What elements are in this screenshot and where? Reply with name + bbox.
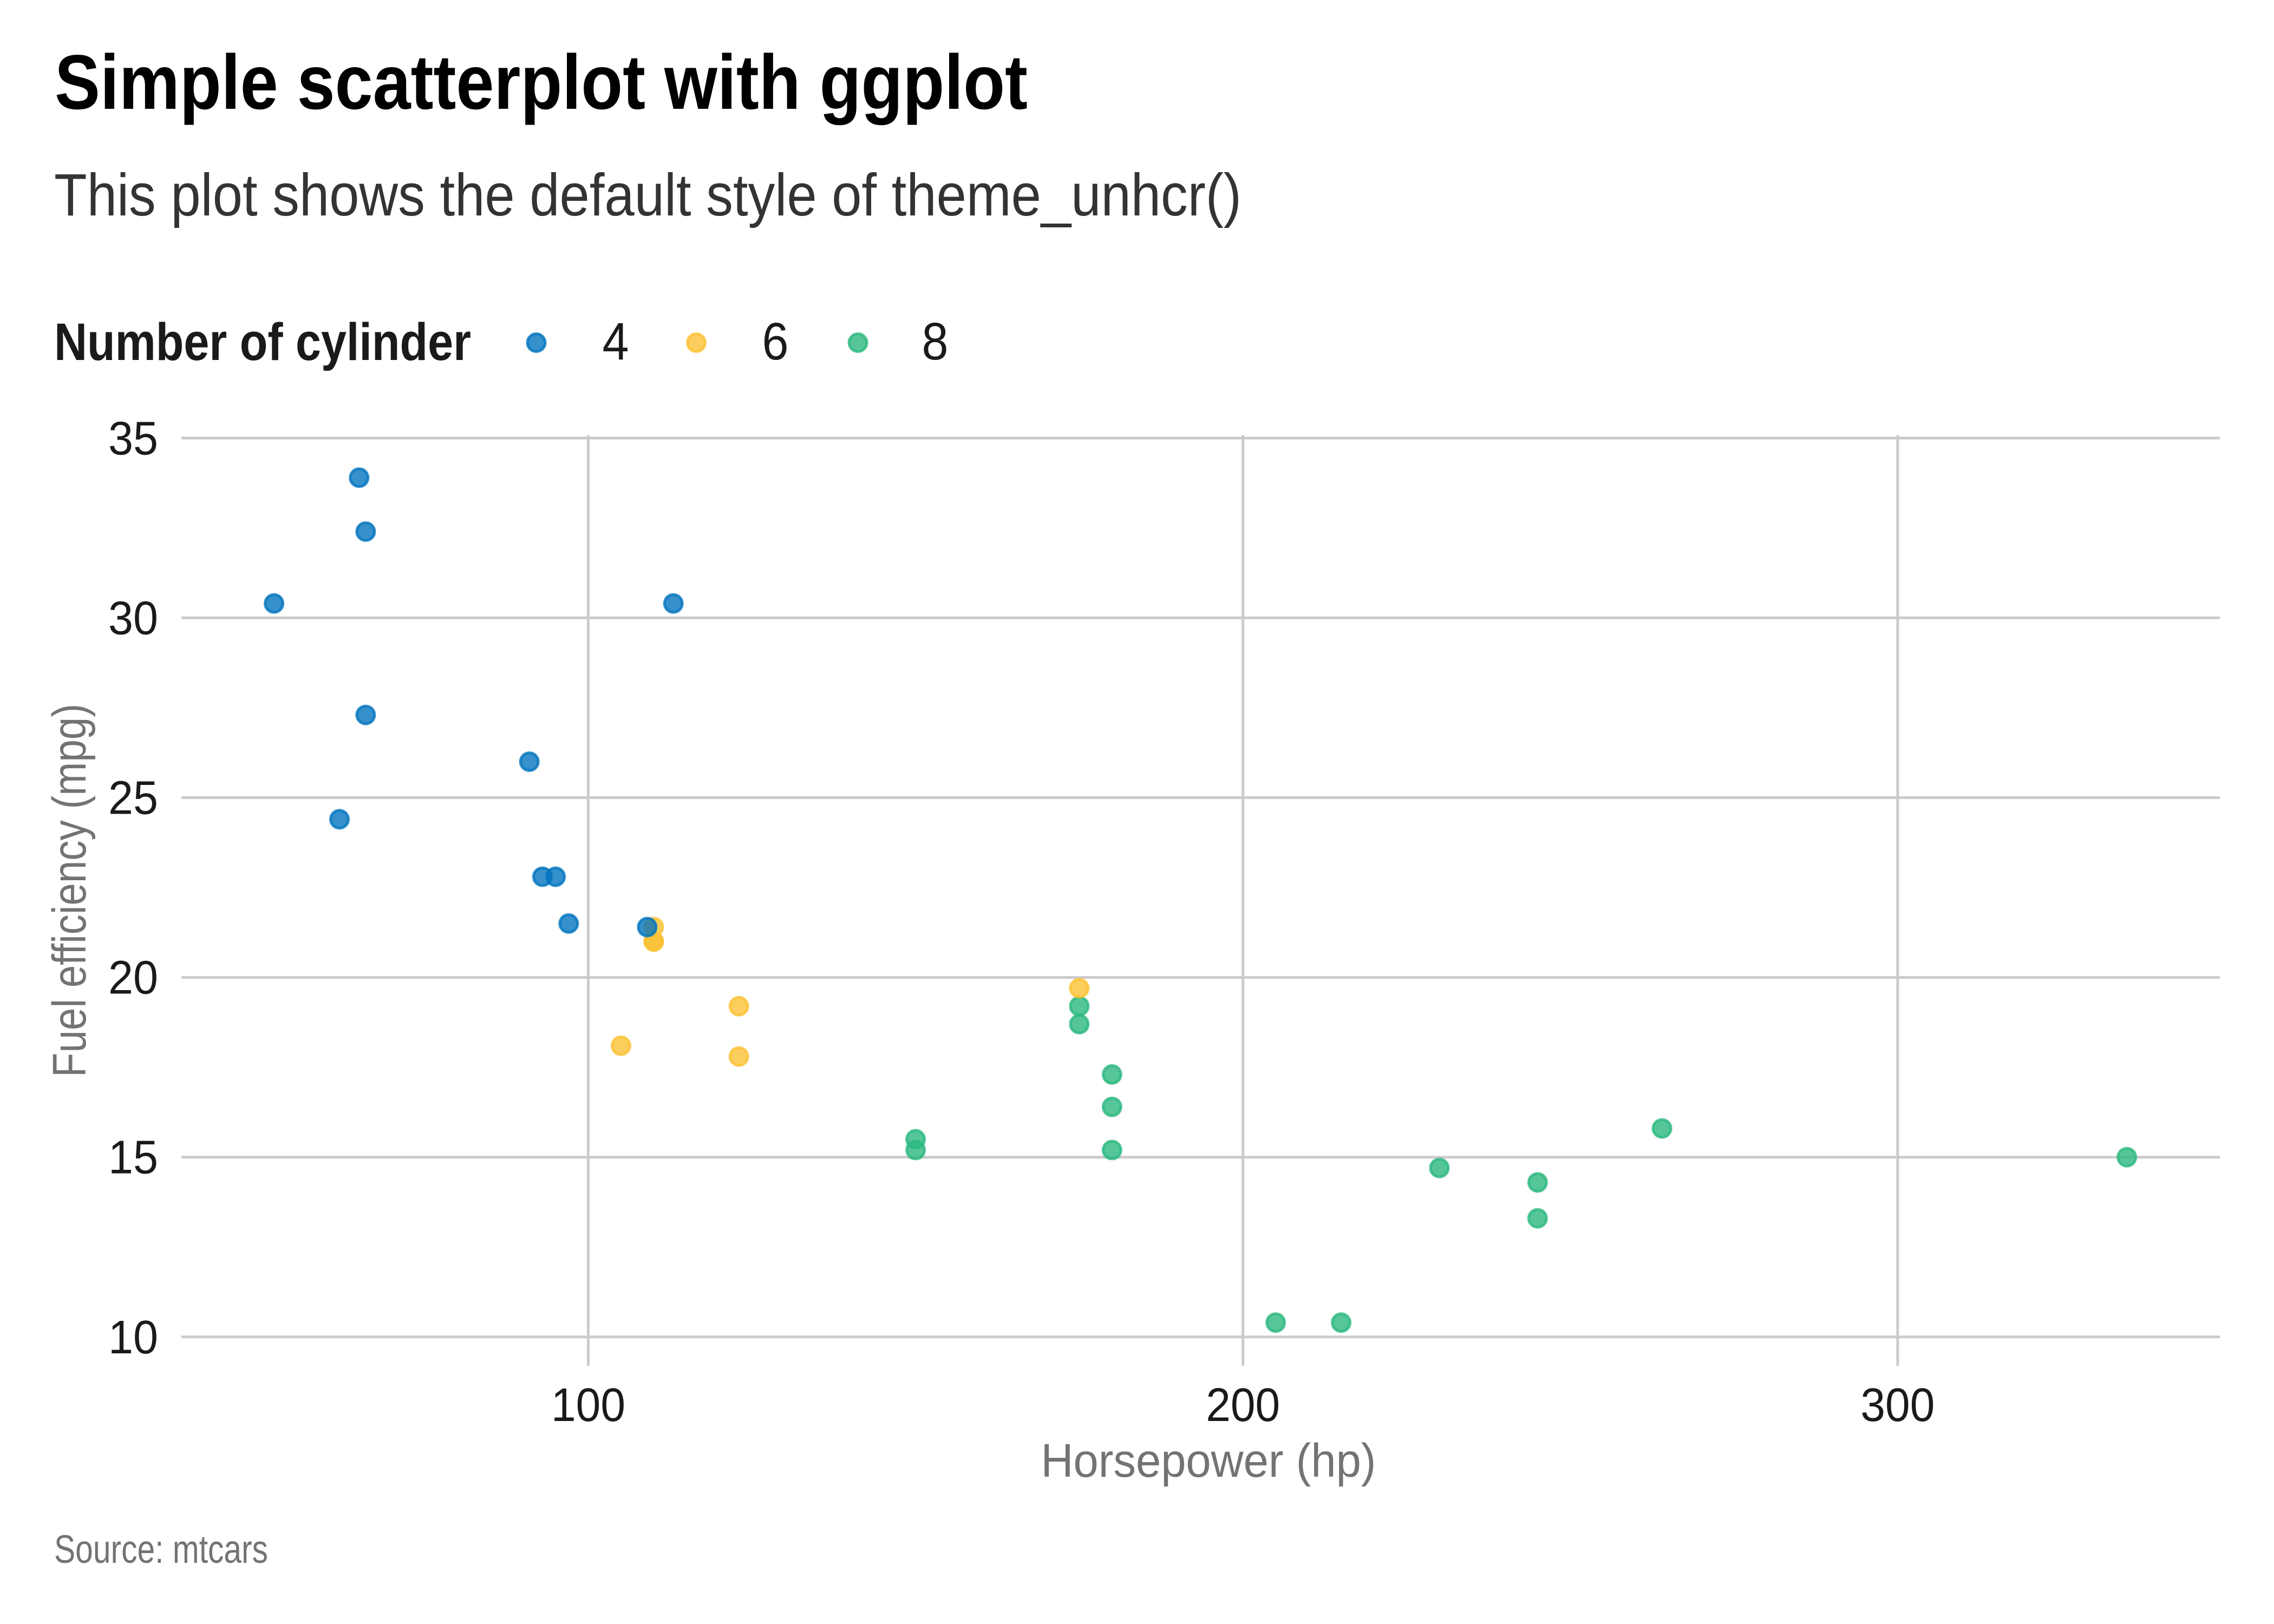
svg-text:Horsepower (hp): Horsepower (hp) (1041, 1435, 1376, 1487)
svg-text:10: 10 (108, 1311, 158, 1364)
svg-text:300: 300 (1860, 1379, 1935, 1431)
svg-text:6: 6 (762, 312, 789, 371)
svg-text:35: 35 (108, 412, 158, 464)
svg-text:This plot shows the default st: This plot shows the default style of the… (54, 162, 1241, 228)
svg-text:30: 30 (108, 592, 158, 644)
svg-text:Number of cylinder: Number of cylinder (54, 312, 471, 371)
svg-text:20: 20 (108, 952, 158, 1004)
svg-text:Source: mtcars: Source: mtcars (54, 1528, 268, 1571)
svg-text:8: 8 (922, 312, 949, 371)
svg-text:25: 25 (108, 772, 158, 824)
svg-text:200: 200 (1206, 1379, 1280, 1431)
svg-text:Simple scatterplot with ggplot: Simple scatterplot with ggplot (55, 40, 1028, 126)
svg-text:4: 4 (603, 312, 629, 371)
svg-text:15: 15 (108, 1131, 158, 1184)
svg-text:100: 100 (551, 1379, 625, 1431)
svg-text:Fuel efficiency (mpg): Fuel efficiency (mpg) (43, 704, 96, 1077)
